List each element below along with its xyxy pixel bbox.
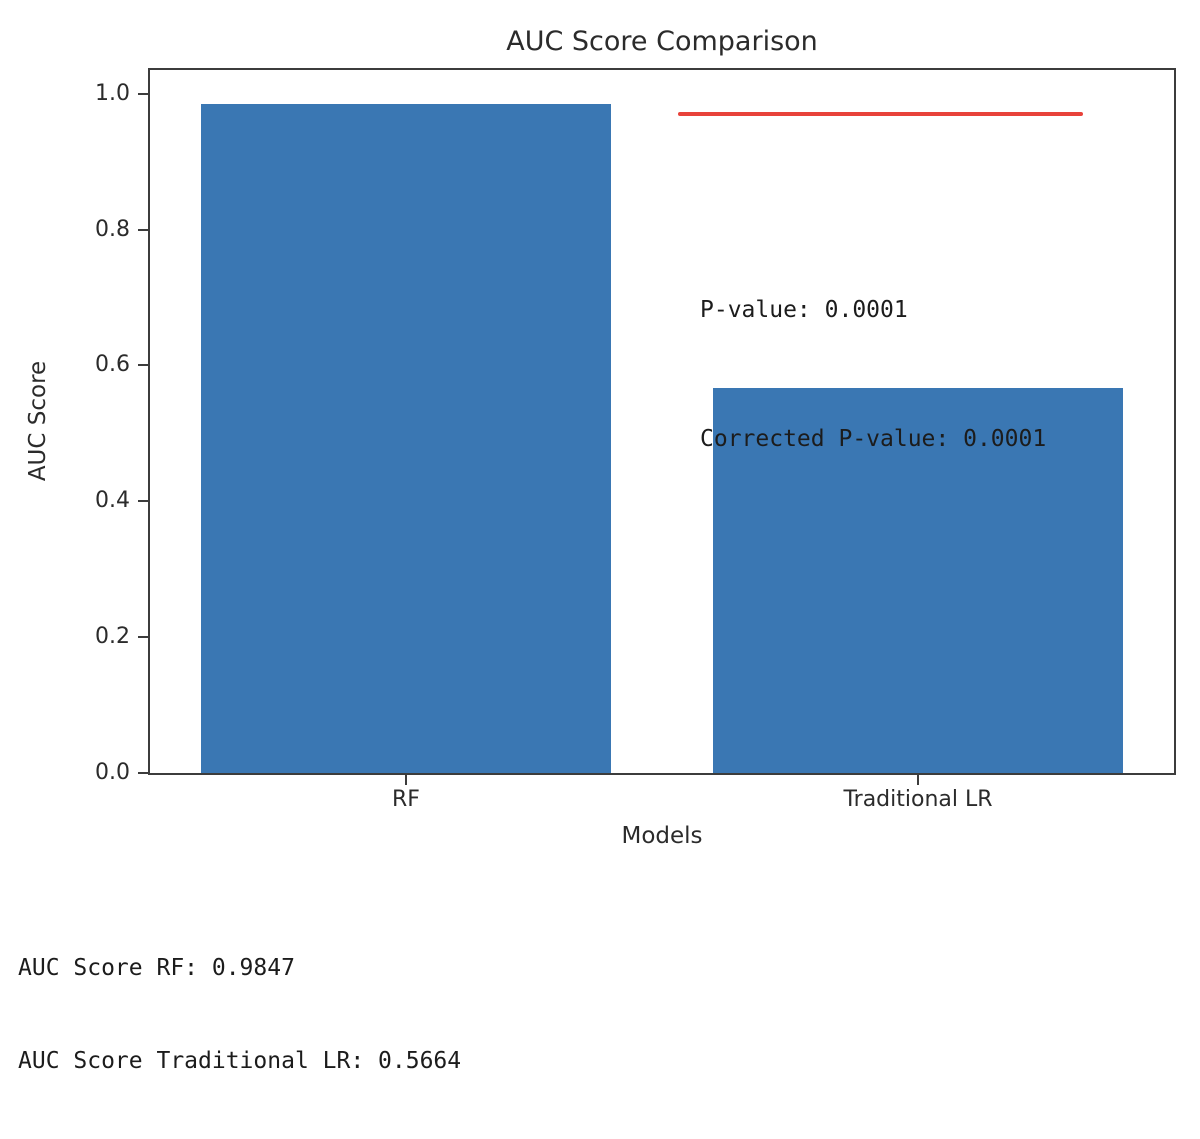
x-tick-label: RF	[392, 787, 420, 812]
x-tick	[917, 775, 919, 785]
y-tick	[138, 228, 148, 231]
y-tick	[138, 500, 148, 503]
footer-line-traditional-lr: AUC Score Traditional LR: 0.5664	[18, 1048, 462, 1074]
y-tick	[138, 772, 148, 774]
y-tick-label: 0.8	[95, 216, 130, 242]
y-tick	[138, 364, 148, 367]
y-axis-label: AUC Score	[25, 360, 51, 482]
footer-block: AUC Score RF: 0.9847 AUC Score Tradition…	[18, 891, 461, 1139]
x-axis-label: Models	[621, 823, 703, 849]
y-tick	[138, 636, 148, 639]
figure: AUC Score Comparison AUC Score P-value: …	[18, 26, 1176, 1074]
footer-line-rf: AUC Score RF: 0.9847	[18, 955, 295, 981]
bar-traditional-lr	[713, 388, 1123, 773]
annotation-corrected-p-value: Corrected P-value: 0.0001	[700, 426, 1047, 452]
significance-line	[678, 112, 1083, 117]
annotation-block: P-value: 0.0001 Corrected P-value: 0.000…	[700, 203, 1046, 547]
annotation-p-value: P-value: 0.0001	[700, 297, 908, 323]
plot-area	[148, 68, 1176, 775]
x-tick	[405, 775, 407, 785]
chart-title: AUC Score Comparison	[506, 26, 818, 57]
bar-rf	[201, 104, 611, 773]
y-tick-label: 1.0	[95, 80, 130, 106]
y-tick-label: 0.4	[95, 488, 130, 514]
y-tick-label: 0.2	[95, 624, 130, 650]
y-tick-label: 0.0	[95, 760, 130, 785]
x-tick-label: Traditional LR	[843, 787, 993, 812]
y-tick	[138, 92, 148, 95]
y-tick-label: 0.6	[95, 352, 130, 378]
